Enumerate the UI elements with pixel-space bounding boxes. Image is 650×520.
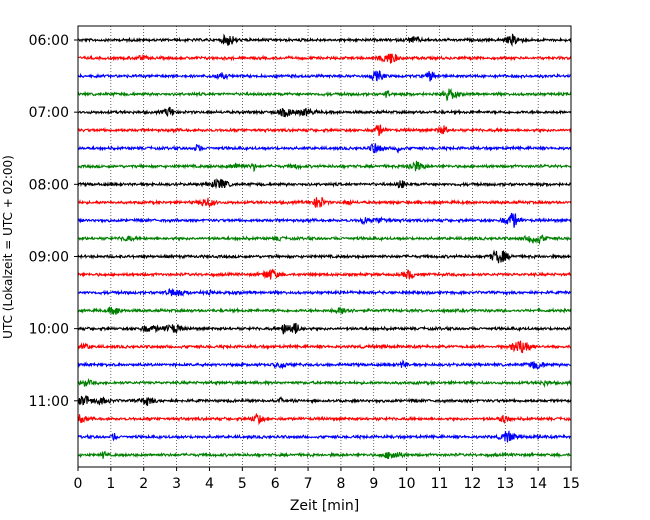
y-axis-label: UTC (Lokalzeit = UTC + 02:00) [1,155,15,339]
x-tick-label: 12 [463,476,481,492]
trace-10:15 [77,340,572,354]
trace-09:15 [77,268,572,280]
x-axis-label: Zeit [min] [290,498,359,514]
x-tick-label: 10 [398,476,416,492]
x-tick-label: 1 [106,476,115,492]
plot-frame [77,25,572,468]
x-tick-label: 5 [238,476,247,492]
x-tick-label: 6 [271,476,280,492]
y-tick-label: 11:00 [29,394,69,410]
trace-06:15 [77,53,572,64]
trace-11:45 [77,450,572,459]
trace-07:15 [77,124,572,137]
trace-11:15 [77,412,572,426]
trace-lines [77,33,572,459]
y-tick-label: 08:00 [29,177,69,193]
x-tick-label: 11 [431,476,449,492]
trace-10:00 [77,322,572,335]
trace-08:45 [77,234,572,246]
trace-06:30 [77,69,572,82]
x-axis: 0 1 2 3 4 5 6 7 8 9 10 11 12 13 14 15 [74,467,580,492]
y-tick-label: 06:00 [29,33,69,49]
x-tick-label: 2 [139,476,148,492]
trace-11:00 [77,394,572,406]
trace-09:00 [77,249,572,264]
x-tick-label: 7 [304,476,313,492]
trace-07:45 [77,160,572,173]
x-tick-label: 15 [562,476,580,492]
trace-06:00 [77,33,572,47]
y-tick-label: 09:00 [29,249,69,265]
y-tick-label: 10:00 [29,322,69,338]
trace-09:45 [77,306,572,315]
trace-06:45 [77,88,572,102]
x-tick-label: 3 [172,476,181,492]
x-tick-label: 13 [496,476,514,492]
trace-07:30 [77,143,572,154]
x-tick-label: 0 [74,476,83,492]
x-tick-label: 8 [336,476,345,492]
trace-08:15 [77,196,572,209]
trace-08:30 [77,212,572,228]
trace-11:30 [77,430,572,443]
y-axis: 06:00 07:00 08:00 09:00 10:00 11:00 [29,33,78,410]
x-tick-label: 4 [205,476,214,492]
y-tick-label: 07:00 [29,105,69,121]
trace-07:00 [77,106,572,118]
trace-08:00 [77,178,572,190]
x-tick-label: 9 [369,476,378,492]
trace-10:30 [77,359,572,370]
trace-09:30 [77,287,572,297]
x-tick-label: 14 [529,476,547,492]
trace-10:45 [77,377,572,388]
